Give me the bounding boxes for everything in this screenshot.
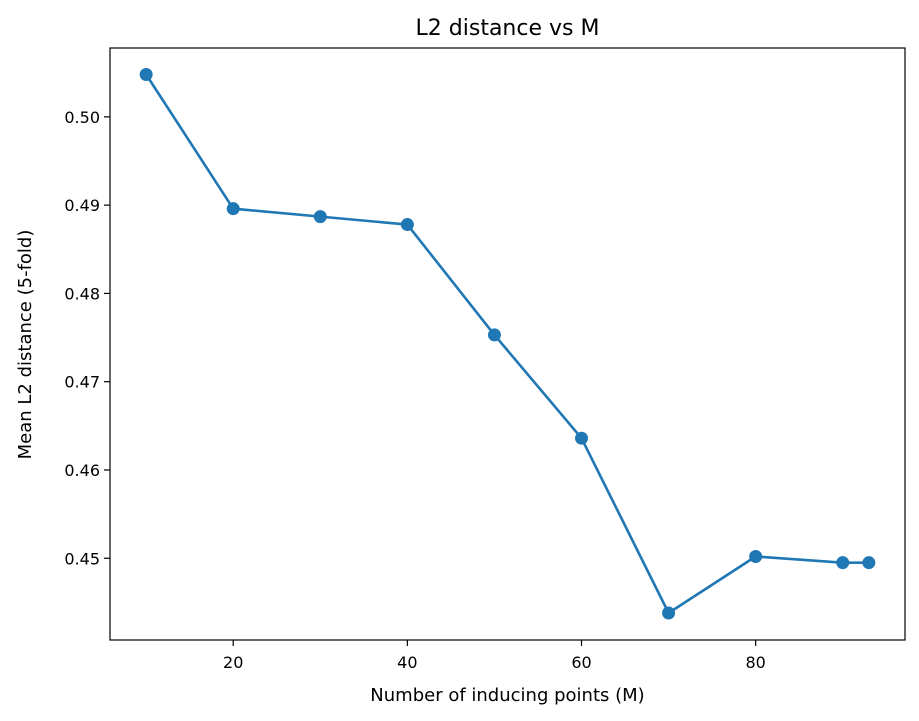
series-line (144, 73, 871, 615)
data-point (862, 556, 876, 570)
data-point (487, 328, 501, 342)
axes-frame (109, 47, 906, 641)
x-tick-label: 40 (397, 653, 417, 672)
data-point (313, 210, 327, 224)
data-point (662, 606, 676, 620)
y-tick-label: 0.50 (64, 108, 100, 127)
data-point (400, 218, 414, 232)
y-tick-label: 0.46 (64, 461, 100, 480)
data-point (226, 202, 240, 216)
y-tick-label: 0.47 (64, 373, 100, 392)
data-point (139, 67, 153, 81)
y-tick-label: 0.45 (64, 549, 100, 568)
chart-title: L2 distance vs M (416, 16, 600, 41)
x-tick-label: 80 (745, 653, 765, 672)
y-tick-label: 0.48 (64, 284, 100, 303)
y-axis-label: Mean L2 distance (5-fold) (15, 230, 36, 460)
data-point (749, 549, 763, 563)
y-tick-label: 0.49 (64, 196, 100, 215)
x-tick-label: 60 (571, 653, 591, 672)
data-point (575, 431, 589, 445)
x-tick-label: 20 (223, 653, 243, 672)
x-axis-label: Number of inducing points (M) (370, 685, 644, 706)
plot-area: 20 40 60 80 0.45 0.46 0.47 0.48 0.49 0.50 (64, 47, 906, 672)
data-point (836, 556, 850, 570)
